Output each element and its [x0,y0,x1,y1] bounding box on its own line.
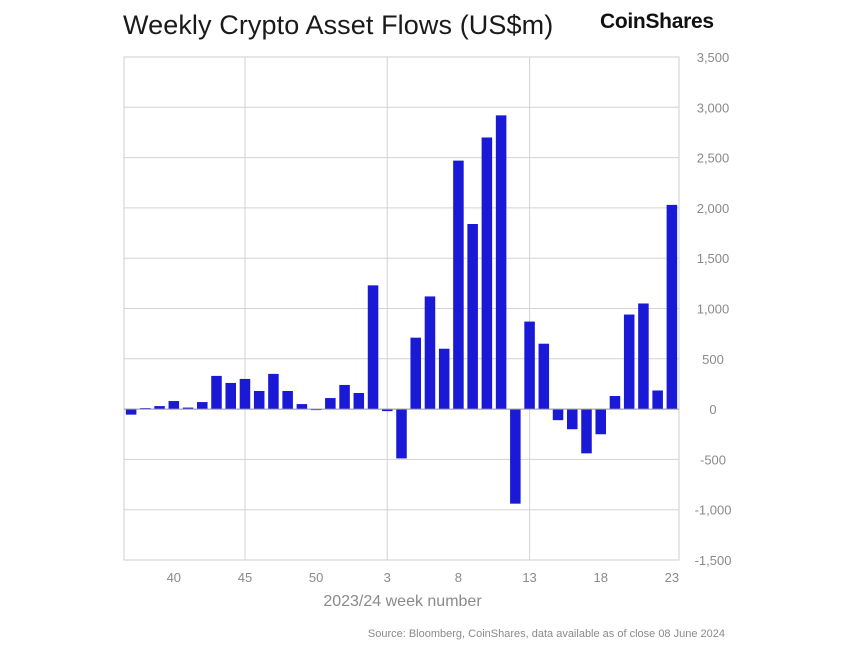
x-tick-label: 23 [665,570,679,585]
y-tick-label: 500 [702,352,724,367]
bar-week-38 [140,408,151,410]
bar-week-51 [325,398,336,410]
bar-week-39 [154,406,165,410]
bar-week-48 [282,390,293,410]
bar-week-4 [396,409,407,459]
bar-week-41 [182,407,194,410]
y-tick-label: 2,000 [697,201,730,216]
bar-week-23 [666,204,678,410]
bar-week-21 [638,303,649,410]
bar-week-47 [268,373,279,410]
y-tick-label: -1,000 [695,503,732,518]
bar-week-46 [253,390,265,410]
coinshares-logo: CoinShares [600,10,714,33]
bar-week-52 [339,384,350,410]
x-tick-labels: 40 45 50 3 8 13 18 23 [167,570,680,585]
bar-week-50 [310,409,322,411]
y-tick-label: 2,500 [697,151,730,166]
y-tick-label: 1,500 [697,251,730,266]
bar-series [124,115,679,504]
bar-week-6 [424,296,436,410]
bar-week-12 [510,409,521,504]
bar-week-18 [595,409,606,435]
bar-week-22 [652,390,663,410]
bar-week-7 [438,348,450,410]
x-tick-label: 45 [238,570,252,585]
x-tick-label: 50 [309,570,323,585]
bar-week-5 [410,337,421,410]
y-tick-label: -500 [700,452,726,467]
bar-week-37 [125,409,137,415]
bar-week-2 [367,285,379,410]
bar-week-9 [467,223,478,410]
x-tick-label: 40 [167,570,181,585]
bar-week-19 [609,396,621,410]
y-tick-label: -1,500 [695,553,732,568]
y-tick-label: 1,000 [697,302,730,317]
bar-week-45 [239,378,251,410]
bar-week-3 [382,409,393,412]
bar-week-15 [552,409,564,421]
bar-week-42 [197,402,208,410]
x-axis-label: 2023/24 week number [323,593,482,610]
bar-week-1 [353,393,365,410]
x-tick-label: 3 [384,570,391,585]
vertical-gridlines [244,57,531,560]
bar-week-49 [296,404,308,410]
bar-week-10 [481,137,493,410]
x-tick-label: 13 [522,570,536,585]
bar-week-13 [524,321,535,410]
bar-week-16 [567,409,578,430]
y-tick-label: 0 [709,402,716,417]
bar-week-8 [453,160,464,410]
bar-week-40 [168,401,180,410]
bar-week-17 [581,409,592,454]
x-tick-label: 18 [593,570,607,585]
y-tick-label: 3,000 [697,100,730,115]
y-tick-label: 3,500 [697,50,730,65]
chart-title: Weekly Crypto Asset Flows (US$m) [123,10,554,40]
y-tick-labels: 3,500 3,000 2,500 2,000 1,500 1,000 500 0 -500 -1… [695,50,732,568]
x-tick-label: 8 [455,570,462,585]
bar-week-20 [623,314,635,410]
bar-week-14 [538,343,550,410]
source-note: Source: Bloomberg, CoinShares, data avai… [367,628,725,640]
bar-week-43 [211,375,222,410]
bar-week-11 [495,115,507,410]
bar-week-44 [225,382,236,410]
